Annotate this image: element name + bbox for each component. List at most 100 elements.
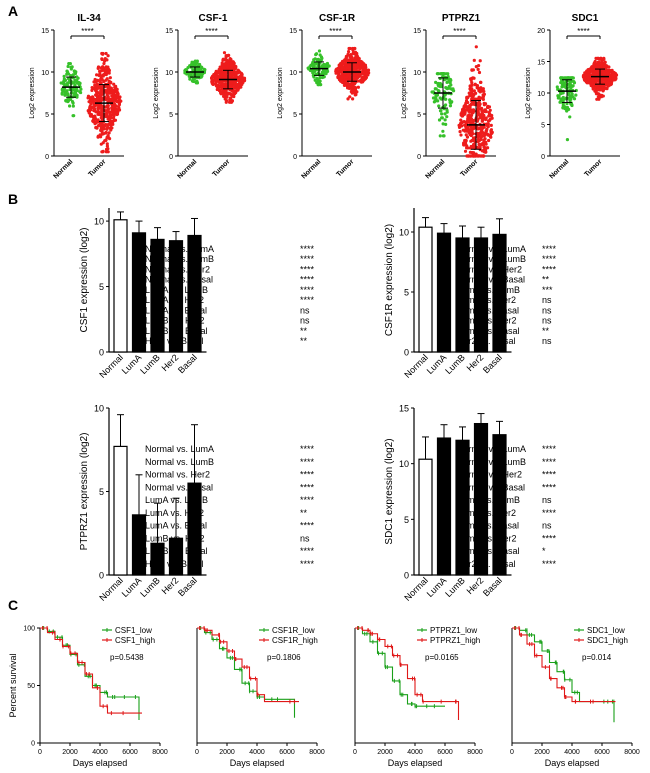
data-point bbox=[473, 83, 477, 87]
comparison-significance: **** bbox=[300, 559, 315, 569]
data-point bbox=[68, 62, 72, 66]
comparison-label: Normal vs. LumA bbox=[145, 444, 214, 454]
data-point bbox=[108, 115, 112, 119]
data-point bbox=[472, 138, 477, 142]
comparison-significance: **** bbox=[300, 285, 315, 295]
data-point bbox=[561, 105, 565, 110]
comparison-label: Normal vs. LumB bbox=[145, 254, 214, 264]
data-point bbox=[71, 73, 76, 77]
data-point bbox=[113, 95, 117, 99]
data-point bbox=[606, 72, 610, 76]
data-point bbox=[482, 138, 486, 142]
data-point bbox=[104, 78, 108, 82]
data-point bbox=[104, 70, 108, 74]
data-point bbox=[437, 89, 441, 93]
panel-label-b: B bbox=[8, 191, 18, 207]
data-point bbox=[86, 94, 91, 98]
data-point bbox=[437, 104, 441, 108]
data-point bbox=[481, 87, 485, 91]
data-point bbox=[607, 78, 612, 82]
x-tick-label: 6000 bbox=[122, 749, 138, 756]
comparison-significance: ** bbox=[542, 275, 550, 285]
data-point bbox=[476, 106, 480, 111]
data-point bbox=[96, 123, 101, 128]
data-point bbox=[105, 93, 109, 97]
data-point bbox=[109, 80, 113, 84]
data-point bbox=[444, 103, 448, 107]
data-point bbox=[346, 52, 350, 57]
data-point bbox=[108, 112, 112, 116]
data-point bbox=[233, 71, 237, 75]
data-point bbox=[99, 115, 103, 120]
data-point bbox=[466, 146, 470, 150]
c-ptprz1-chart: 0 2000 4000 6000 8000 Days elapsed PTPRZ1_lowP… bbox=[353, 626, 483, 768]
x-tick-label: LumB bbox=[443, 575, 467, 599]
x-axis-label: Days elapsed bbox=[230, 758, 285, 768]
x-axis-label: Days elapsed bbox=[545, 758, 600, 768]
data-point bbox=[347, 83, 351, 87]
comparison-significance: **** bbox=[300, 254, 315, 264]
data-point bbox=[94, 93, 98, 97]
y-tick-label: 10 bbox=[399, 459, 409, 469]
data-point bbox=[72, 69, 76, 73]
comparison-significance: ** bbox=[300, 336, 308, 346]
data-point bbox=[195, 73, 199, 77]
comparison-label: LumA vs. LumB bbox=[145, 495, 208, 505]
data-point bbox=[351, 97, 355, 101]
comparison-significance: **** bbox=[300, 482, 315, 492]
data-point bbox=[478, 59, 482, 63]
comparison-label: Normal vs. LumB bbox=[457, 457, 526, 467]
data-point bbox=[219, 92, 223, 96]
data-point bbox=[349, 55, 353, 60]
data-point bbox=[471, 108, 476, 112]
data-point bbox=[436, 99, 440, 103]
x-tick-label: 6000 bbox=[594, 749, 610, 756]
data-point bbox=[480, 154, 484, 158]
data-point bbox=[100, 57, 104, 61]
y-tick-label: 0 bbox=[404, 571, 409, 581]
comparison-label: Normal vs. Her2 bbox=[457, 470, 522, 480]
data-point bbox=[570, 79, 574, 83]
data-point bbox=[215, 70, 220, 75]
data-point bbox=[440, 72, 444, 76]
legend-label: SDC1_low bbox=[587, 626, 625, 635]
data-point bbox=[443, 112, 447, 116]
comparison-label: LumB vs. Her2 bbox=[145, 316, 205, 326]
data-point bbox=[73, 83, 77, 87]
comparison-significance: **** bbox=[300, 521, 315, 531]
data-point bbox=[591, 71, 595, 75]
p-value: p=0.0165 bbox=[425, 653, 459, 662]
data-point bbox=[357, 57, 361, 61]
comparison-significance: ns bbox=[300, 533, 310, 543]
data-point bbox=[225, 93, 229, 97]
data-point bbox=[215, 87, 219, 92]
data-point bbox=[474, 91, 478, 95]
data-point bbox=[91, 119, 95, 123]
data-point bbox=[475, 97, 479, 101]
data-point bbox=[100, 51, 104, 56]
data-point bbox=[229, 92, 233, 97]
data-point bbox=[100, 122, 104, 126]
bar bbox=[131, 514, 147, 576]
x-tick-label: Basal bbox=[481, 575, 504, 598]
data-point bbox=[93, 103, 97, 108]
data-point bbox=[470, 121, 474, 125]
y-axis-label: PTPRZ1 expression (log2) bbox=[79, 433, 90, 551]
y-tick-label: 10 bbox=[413, 70, 421, 77]
data-point bbox=[487, 138, 491, 143]
data-point bbox=[445, 87, 449, 91]
data-point bbox=[222, 51, 227, 55]
bar bbox=[418, 226, 433, 353]
data-point bbox=[434, 80, 438, 84]
comparison-label: LumA vs. LumB bbox=[457, 285, 520, 295]
data-point bbox=[483, 116, 487, 121]
chart-title: CSF-1 bbox=[199, 13, 228, 24]
data-point bbox=[230, 76, 234, 80]
x-tick-label: Normal bbox=[300, 158, 322, 180]
significance-label: **** bbox=[329, 27, 341, 36]
data-point bbox=[65, 72, 69, 76]
data-point bbox=[89, 98, 94, 102]
